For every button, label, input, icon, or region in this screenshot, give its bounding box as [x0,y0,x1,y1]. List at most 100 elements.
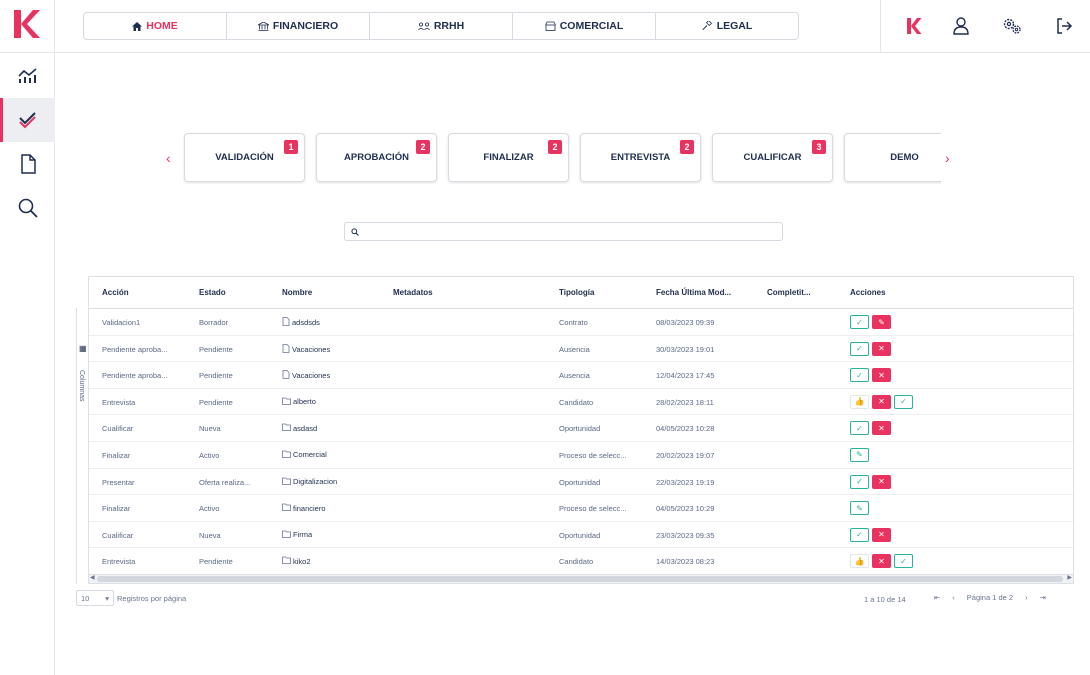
table-body: Validacion1 Borrador adsdsds Contrato 08/03/… [89,309,1073,575]
page-size-label: Registros por página [117,594,187,603]
table-row[interactable]: Pendiente aproba... Pendiente Vacaciones Au… [89,336,1073,363]
horizontal-scrollbar[interactable]: ◀ ▶ [89,574,1073,583]
search-input[interactable] [363,224,782,239]
cell-nombre[interactable]: Firma [282,530,312,540]
reject-button[interactable]: ✕ [872,368,891,383]
pagination: 10 ▾ Registros por página 1 a 10 de 14 ⇤… [76,588,1074,608]
like-button[interactable]: 👍 [850,394,869,409]
cell-accion: Pendiente aproba... [102,371,168,381]
page-size-select[interactable]: 10 ▾ [76,590,114,606]
workflow-card-cualificar[interactable]: CUALIFICAR 3 [712,133,833,182]
table-row[interactable]: Presentar Oferta realiza... Digitalizacion… [89,469,1073,496]
reject-button[interactable]: ✕ [872,394,891,409]
approve-button[interactable]: ✓ [850,421,869,436]
reject-button[interactable]: ✕ [872,474,891,489]
workflow-card-validacion[interactable]: VALIDACIÓN 1 [184,133,305,182]
workflow-card-demo[interactable]: DEMO [844,133,941,182]
column-header-completitud[interactable]: Completit... [767,288,811,297]
file-icon [282,343,290,355]
cell-nombre[interactable]: kiko2 [282,556,311,566]
reject-button[interactable]: ✕ [872,554,891,569]
top-right-toolbar [880,0,1090,52]
cell-nombre[interactable]: asdasd [282,423,317,433]
cell-accion: Presentar [102,477,135,487]
table-row[interactable]: Cualificar Nueva Firma Oportunidad 23/03/202… [89,522,1073,549]
approve-button[interactable]: ✓ [894,394,913,409]
column-header-fecha[interactable]: Fecha Última Mod... [656,288,732,297]
table-row[interactable]: Finalizar Activo Comercial Proceso de selec… [89,442,1073,469]
columns-panel-toggle[interactable]: ▦ Columnas [76,308,88,584]
table-row[interactable]: Finalizar Activo financiero Proceso de sele… [89,495,1073,522]
tab-financiero[interactable]: FINANCIERO [227,13,370,39]
approve-button[interactable]: ✓ [850,368,869,383]
user-icon[interactable] [950,15,972,37]
cell-nombre[interactable]: Vacaciones [282,343,330,355]
cell-accion: Finalizar [102,450,131,460]
edit-button[interactable]: ✎ [850,447,869,462]
edit-button[interactable]: ✎ [850,501,869,516]
cards-next-button[interactable]: › [945,150,950,166]
approve-button[interactable]: ✓ [850,527,869,542]
scroll-left-icon[interactable]: ◀ [90,575,95,581]
table-row[interactable]: Entrevista Pendiente kiko2 Candidato 14/03/2… [89,548,1073,575]
approve-button[interactable]: ✓ [850,315,869,329]
workflow-card-finalizar[interactable]: FINALIZAR 2 [448,133,569,182]
edit-button[interactable]: ✎ [872,315,891,329]
row-actions: ✎ [850,501,869,516]
approve-button[interactable]: ✓ [850,474,869,489]
sidebar-item-search[interactable] [0,186,55,230]
sidebar-item-analytics[interactable] [0,53,55,97]
cell-tipologia: Candidato [559,557,594,567]
cards-prev-button[interactable]: ‹ [166,150,171,166]
tab-rrhh[interactable]: RRHH [370,13,513,39]
table-row[interactable]: Pendiente aproba... Pendiente Vacaciones Au… [89,362,1073,389]
reject-button[interactable]: ✕ [872,527,891,542]
column-header-nombre[interactable]: Nombre [282,288,313,297]
brand-logo[interactable] [11,8,41,40]
search-box [344,222,783,241]
settings-icon[interactable] [1001,15,1023,37]
sidebar-item-tasks[interactable] [0,98,55,142]
cell-fecha: 30/03/2023 19:01 [656,344,715,354]
reject-button[interactable]: ✕ [872,341,891,356]
last-page-icon[interactable]: ⇥ [1039,593,1046,602]
table-row[interactable]: Validacion1 Borrador adsdsds Contrato 08/03/… [89,309,1073,336]
file-icon [282,317,290,328]
cell-nombre[interactable]: Vacaciones [282,370,330,381]
column-header-estado[interactable]: Estado [199,288,226,297]
next-page-icon[interactable]: › [1025,593,1028,602]
workflow-card-aprobacion[interactable]: APROBACIÓN 2 [316,133,437,182]
approve-button[interactable]: ✓ [850,341,869,356]
tab-legal[interactable]: LEGAL [656,13,798,39]
search-icon [18,198,38,218]
brand-k-icon[interactable] [903,15,925,37]
first-page-icon[interactable]: ⇤ [934,593,941,602]
tab-home[interactable]: HOME [84,13,227,39]
table-row[interactable]: Entrevista Pendiente alberto Candidato 28/02… [89,389,1073,416]
table-row[interactable]: Cualificar Nueva asdasd Oportunidad 04/05/20… [89,415,1073,442]
thumbs-up-icon: 👍 [854,556,865,566]
sidebar-item-documents[interactable] [0,142,55,186]
scroll-right-icon[interactable]: ▶ [1067,575,1072,581]
tab-comercial[interactable]: COMERCIAL [513,13,656,39]
like-button[interactable]: 👍 [850,554,869,569]
tasks-check-icon [18,112,36,129]
row-actions: ✓ ✕ [850,474,891,489]
column-header-acciones[interactable]: Acciones [850,288,886,297]
column-header-tipologia[interactable]: Tipología [559,288,595,297]
search-icon [351,227,359,236]
cell-nombre[interactable]: Comercial [282,450,327,460]
column-header-accion[interactable]: Acción [102,288,129,297]
reject-button[interactable]: ✕ [872,421,891,436]
logout-icon[interactable] [1053,15,1075,37]
prev-page-icon[interactable]: ‹ [952,593,955,602]
card-count-badge: 2 [548,140,562,154]
workflow-card-entrevista[interactable]: ENTREVISTA 2 [580,133,701,182]
cell-fecha: 28/02/2023 18:11 [656,397,714,407]
approve-button[interactable]: ✓ [894,554,913,569]
cell-nombre[interactable]: financiero [282,503,326,513]
cell-nombre[interactable]: adsdsds [282,317,320,328]
cell-nombre[interactable]: Digitalizacion [282,477,337,487]
column-header-metadatos[interactable]: Metadatos [393,288,433,297]
cell-nombre[interactable]: alberto [282,397,316,407]
